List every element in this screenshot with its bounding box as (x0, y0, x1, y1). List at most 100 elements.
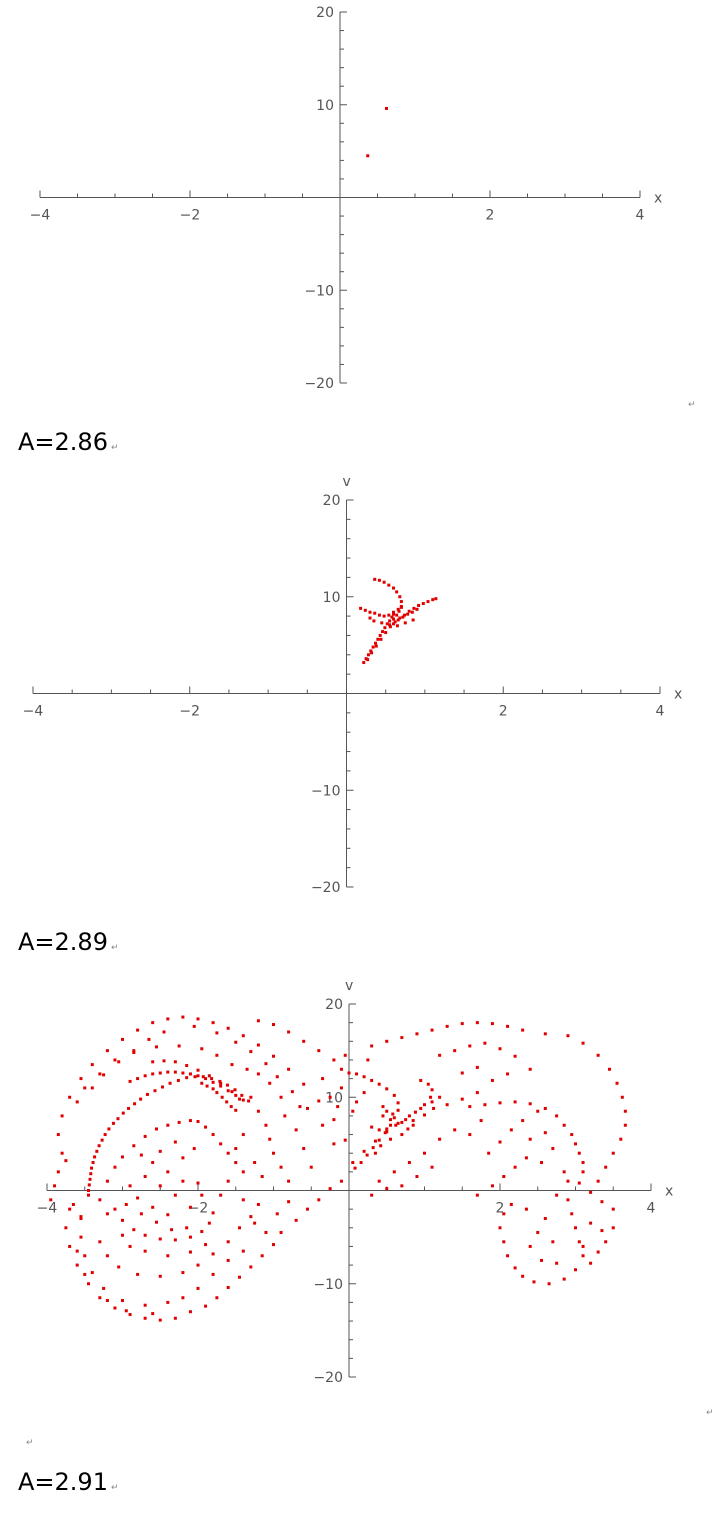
data-point (177, 1120, 181, 1124)
data-point (351, 1161, 355, 1165)
data-point (279, 1095, 283, 1099)
data-point (124, 1309, 128, 1313)
x-axis-label: x (674, 687, 682, 703)
data-point (225, 1100, 229, 1104)
data-point (287, 1067, 291, 1071)
data-point (532, 1280, 536, 1284)
data-point (128, 1079, 132, 1083)
data-point (162, 1030, 166, 1034)
data-point (487, 1151, 491, 1155)
data-point (555, 1193, 559, 1197)
data-point (211, 1087, 215, 1091)
data-point (204, 1243, 208, 1247)
data-point (479, 1119, 483, 1123)
data-point (528, 1244, 532, 1248)
data-point (468, 1133, 472, 1137)
data-point (623, 1123, 627, 1127)
data-point (362, 1075, 366, 1079)
data-point (513, 1054, 517, 1058)
data-point (181, 1296, 185, 1300)
data-point (421, 602, 425, 606)
data-point (56, 1133, 60, 1137)
data-point (521, 1119, 525, 1123)
data-point (328, 1187, 332, 1191)
data-point (343, 1138, 347, 1142)
data-point (381, 1105, 385, 1109)
data-point (132, 1050, 136, 1054)
data-point (204, 1125, 208, 1129)
data-point (196, 1017, 200, 1021)
data-point (111, 1121, 115, 1125)
data-point (502, 1212, 506, 1216)
data-point (139, 1212, 143, 1216)
data-point (373, 641, 377, 645)
data-point (204, 1304, 208, 1308)
data-point (379, 1144, 383, 1148)
data-point (117, 1060, 121, 1064)
data-point (395, 590, 399, 594)
data-point (241, 1098, 245, 1102)
data-point (353, 1166, 357, 1170)
data-point (524, 1207, 528, 1211)
data-point (364, 657, 368, 661)
data-point (611, 1151, 615, 1155)
data-point (234, 1040, 238, 1044)
data-point (151, 1060, 155, 1064)
data-point (371, 1146, 375, 1150)
data-point (287, 1179, 291, 1183)
data-point (256, 1043, 260, 1047)
data-point (272, 1054, 275, 1058)
data-point (188, 1205, 192, 1209)
data-point (83, 1272, 87, 1276)
data-point (543, 1216, 547, 1220)
data-point (372, 619, 376, 623)
data-point (181, 1271, 185, 1275)
data-point (321, 1077, 325, 1081)
data-point (158, 1318, 162, 1322)
data-point (283, 1114, 287, 1118)
data-point (475, 1021, 479, 1025)
data-point (200, 1230, 204, 1234)
data-point (105, 1049, 109, 1053)
data-point (79, 1235, 83, 1239)
data-point (185, 1226, 189, 1230)
y-tick-label: −20 (311, 880, 341, 896)
data-point (98, 1198, 102, 1202)
data-point (158, 1184, 162, 1188)
data-point (181, 1179, 185, 1183)
data-point (506, 1254, 510, 1258)
data-point (423, 1103, 426, 1107)
data-point (143, 1303, 147, 1307)
data-point (226, 1258, 230, 1262)
data-point (268, 1137, 272, 1141)
data-point (302, 1082, 306, 1086)
data-point (398, 595, 402, 599)
x-tick-label: −2 (179, 704, 200, 720)
data-point (430, 1165, 434, 1169)
data-point (385, 1130, 389, 1134)
data-point (528, 1137, 532, 1141)
paragraph-mark: ↵ (688, 400, 696, 410)
data-point (385, 1087, 389, 1091)
data-point (453, 1049, 457, 1053)
data-point (226, 1240, 230, 1244)
data-point (151, 1072, 155, 1076)
data-point (543, 1106, 547, 1110)
data-point (279, 1165, 283, 1169)
data-point (128, 1184, 132, 1188)
data-point (204, 1077, 208, 1081)
data-point (240, 1093, 244, 1097)
data-point (388, 625, 392, 629)
data-point (509, 1128, 513, 1132)
data-point (389, 1123, 393, 1127)
data-point (268, 1081, 272, 1085)
data-point (275, 1075, 279, 1079)
data-point (396, 607, 400, 611)
data-point (392, 1116, 396, 1120)
data-point (133, 1102, 137, 1106)
data-point (121, 1037, 124, 1041)
data-point (127, 1106, 131, 1110)
data-point (490, 1022, 494, 1026)
y-tick-label: 10 (325, 1090, 343, 1106)
data-point (211, 1211, 215, 1215)
